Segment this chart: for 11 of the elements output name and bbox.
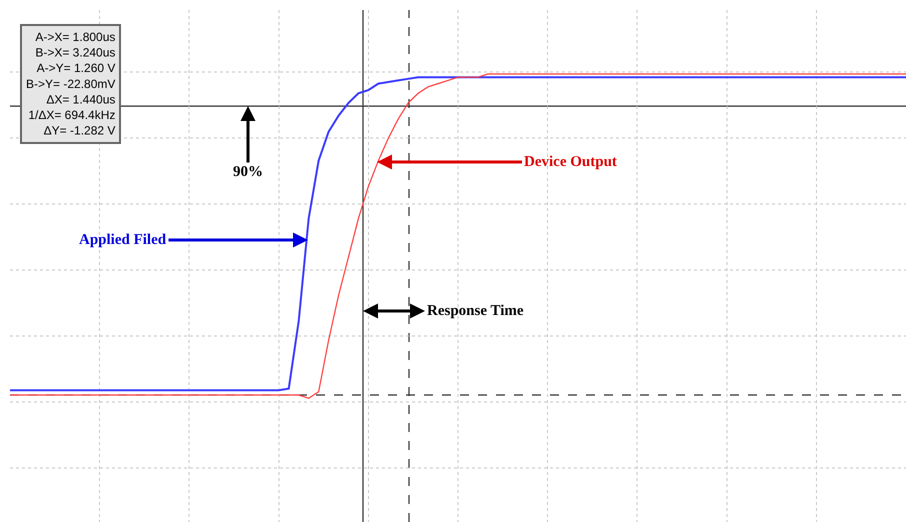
annotation: B->Y= -22.80mV <box>26 76 116 91</box>
annotation: ΔY= -1.282 V <box>44 124 116 138</box>
annotation: Response Time <box>427 303 524 319</box>
annotation: Applied Filed <box>79 232 167 248</box>
annotation: A->Y= 1.260 V <box>36 61 116 76</box>
text: B->X= 3.240us <box>35 46 116 60</box>
annotation: ΔX= 1.440us <box>46 92 116 106</box>
annotation: Device Output <box>524 154 617 170</box>
annotation: 1/ΔX= 694.4kHz <box>28 108 116 122</box>
annotation: 90% <box>233 164 263 180</box>
text: A->X= 1.800us <box>35 30 116 44</box>
